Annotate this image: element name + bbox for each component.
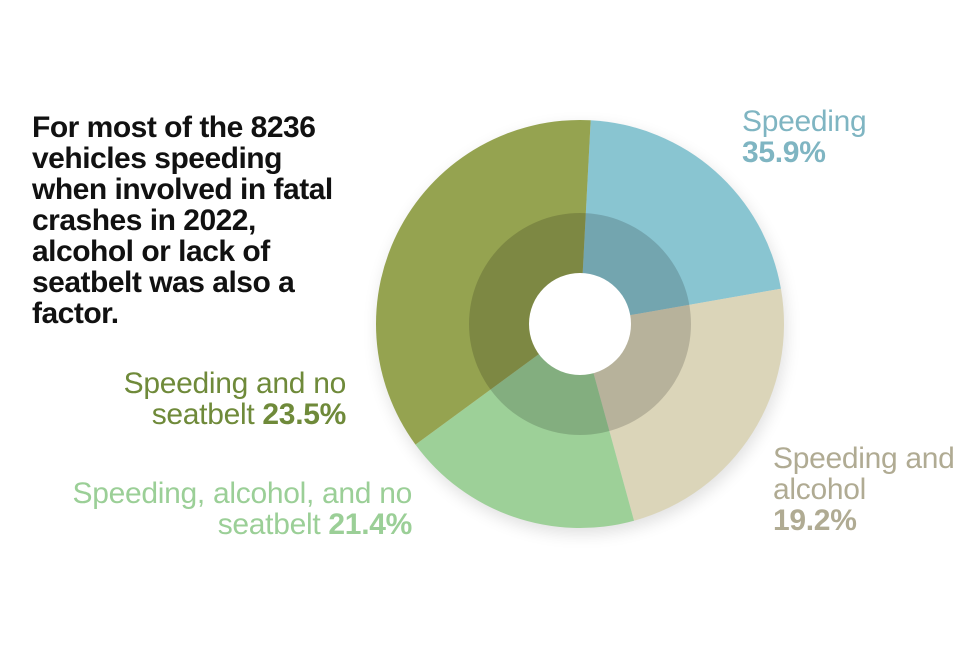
label-name: Speeding and alcohol bbox=[773, 442, 955, 506]
chart-title: For most of the 8236 vehicles speeding w… bbox=[32, 111, 333, 330]
label-speeding-no-seatbelt: Speeding and no seatbelt 23.5% bbox=[60, 367, 347, 431]
pie-slice-0 bbox=[580, 120, 781, 324]
pie-slice-3 bbox=[376, 120, 591, 445]
label-name: Speeding bbox=[742, 105, 867, 138]
label-value: 23.5% bbox=[262, 398, 346, 431]
pie-slice-1 bbox=[580, 288, 785, 521]
label-name: Speeding, alcohol, and no seatbelt bbox=[72, 477, 413, 541]
label-speeding: Speeding 35.9% bbox=[742, 105, 867, 169]
donut-hole bbox=[529, 273, 631, 375]
label-value: 35.9% bbox=[742, 136, 826, 169]
label-speeding-alcohol-no-seatbelt: Speeding, alcohol, and no seatbelt 21.4% bbox=[40, 477, 413, 541]
label-value: 19.2% bbox=[773, 504, 857, 537]
pie-slice-2 bbox=[415, 324, 635, 528]
label-speeding-alcohol: Speeding and alcohol 19.2% bbox=[773, 443, 973, 536]
label-value: 21.4% bbox=[328, 508, 412, 541]
label-name: Speeding and no seatbelt bbox=[123, 367, 347, 431]
